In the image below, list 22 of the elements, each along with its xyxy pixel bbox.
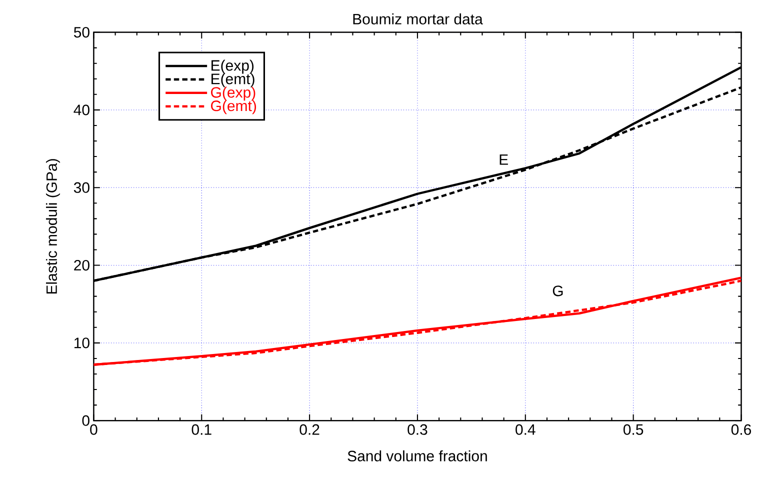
y-tick-label: 50 — [74, 26, 90, 38]
annotation: E — [500, 154, 508, 165]
x-tick-label: 0.3 — [408, 424, 428, 435]
legend-label: E(emt) — [212, 73, 254, 88]
y-tick-label: 30 — [74, 182, 90, 193]
legend-label: E(exp) — [212, 60, 254, 74]
y-tick-label: 10 — [74, 338, 90, 348]
x-tick-label: 0.2 — [300, 424, 320, 435]
chart-title: Boumiz mortar data — [353, 13, 483, 24]
y-tick-label: 40 — [74, 104, 90, 116]
x-tick-label: 0.5 — [623, 424, 644, 435]
y-tick-label: 0 — [82, 415, 90, 426]
y-tick-label: 20 — [74, 260, 90, 271]
y-axis-title: Elastic moduli (GPa) — [46, 159, 60, 294]
x-tick-label: 0.6 — [731, 424, 752, 435]
legend-label: G(exp) — [211, 86, 256, 101]
annotation: G — [552, 286, 563, 296]
x-tick-label: 0.4 — [516, 424, 536, 435]
legend-label: G(emt) — [211, 100, 256, 114]
x-tick-label: 0.1 — [192, 424, 212, 435]
x-tick-label: 0 — [90, 424, 98, 435]
x-axis-title: Sand volume fraction — [348, 450, 487, 462]
